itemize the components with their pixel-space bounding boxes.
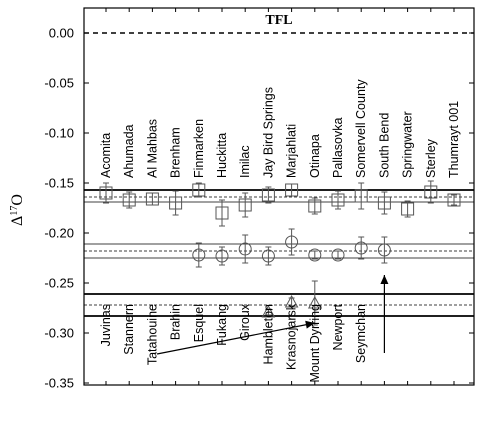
top-name-label: Al Mahbas — [145, 119, 159, 178]
top-name-label: Pallasovka — [331, 118, 345, 178]
bottom-name-label: Esquel — [192, 304, 206, 342]
y-tick-label: -0.30 — [44, 326, 74, 341]
top-name-label: Imilac — [238, 145, 252, 178]
data-point-circle — [192, 248, 206, 262]
data-point-circle — [308, 248, 322, 262]
top-name-label: Otinapa — [308, 134, 322, 178]
data-point-circle — [238, 242, 252, 256]
data-point-circle — [215, 249, 229, 263]
bottom-name-label: Fukang — [215, 304, 229, 346]
data-point-circle — [261, 249, 275, 263]
y-axis: 0.00 -0.05 -0.10 -0.15 -0.20 -0.25 -0.30 -0.35 — [44, 26, 474, 391]
bottom-name-label: Mount Dyrring — [308, 304, 322, 383]
tfl-label: TFL — [265, 13, 292, 28]
y-tick-label: -0.10 — [44, 126, 74, 141]
bottom-name-label: Seymchan — [354, 304, 368, 363]
data-point-circle — [377, 243, 391, 257]
y-axis-label-sup: 17 — [9, 206, 20, 216]
data-point-square — [424, 185, 438, 199]
meteorite-names: Acomita Ahumada Al Mahbas Brenham Finmarken H… — [99, 79, 461, 383]
y-axis-label-tail: O — [9, 194, 26, 206]
bottom-name-label: Tatahouine — [145, 304, 159, 365]
data-point-square — [308, 199, 322, 213]
y-tick-label: -0.35 — [44, 376, 74, 391]
top-name-label: Springwater — [401, 111, 415, 178]
top-name-label: Ahumada — [122, 124, 136, 178]
y-tick-label: -0.05 — [44, 76, 74, 91]
bottom-name-label: Giroux — [238, 303, 252, 341]
data-point-square — [354, 189, 368, 203]
data-point-triangle — [284, 294, 299, 308]
data-point-square — [261, 188, 275, 202]
plot-frame — [83, 7, 475, 386]
data-points — [99, 180, 461, 326]
y-axis-label-main: Δ — [9, 216, 26, 226]
y-axis-label: Δ17O — [9, 194, 27, 226]
data-point-circle — [354, 241, 368, 255]
bottom-name-label: Krasnojarsk — [285, 303, 299, 370]
x-axis — [105, 8, 455, 385]
bottom-name-label: Hambleton — [261, 304, 275, 364]
bottom-name-label: Juvinas — [99, 304, 113, 346]
annotation-arrows — [156, 275, 389, 355]
data-point-square — [169, 196, 183, 210]
data-point-square — [447, 193, 461, 207]
data-point-square — [377, 196, 391, 210]
data-point-square — [401, 202, 415, 216]
data-point-triangle — [261, 304, 276, 318]
top-name-label: South Bend — [377, 113, 391, 178]
data-point-square — [331, 193, 345, 207]
data-point-square — [192, 183, 206, 197]
data-point-square — [285, 183, 299, 197]
top-name-label: Jay Bird Springs — [261, 87, 275, 178]
top-name-label: Marjahlati — [285, 124, 299, 178]
data-point-circle — [285, 235, 299, 249]
data-point-circle — [331, 248, 345, 262]
y-tick-label: 0.00 — [49, 26, 74, 41]
bottom-name-label: Brahin — [169, 304, 183, 340]
arrow-head — [305, 320, 315, 329]
data-point-square — [99, 186, 113, 200]
top-name-label: Thumrayt 001 — [447, 101, 461, 178]
bottom-name-label: Newport — [331, 303, 345, 350]
y-tick-label: -0.25 — [44, 276, 74, 291]
data-point-square — [122, 193, 136, 207]
top-name-label: Somervell County — [354, 79, 368, 178]
top-name-label: Sterley — [424, 138, 438, 178]
top-name-label: Finmarken — [192, 119, 206, 178]
top-name-label: Huckitta — [215, 133, 229, 178]
arrow-shaft — [156, 322, 315, 355]
band-lines — [84, 189, 474, 317]
top-name-label: Brenham — [169, 127, 183, 178]
arrow-head — [380, 275, 389, 284]
data-point-square — [145, 192, 159, 206]
y-tick-label: -0.15 — [44, 176, 74, 191]
data-point-triangle — [307, 295, 322, 309]
bottom-name-label: Stannern — [122, 304, 136, 355]
data-point-square — [238, 198, 252, 212]
data-point-square — [215, 206, 229, 220]
y-tick-label: -0.20 — [44, 226, 74, 241]
top-name-label: Acomita — [99, 133, 113, 178]
